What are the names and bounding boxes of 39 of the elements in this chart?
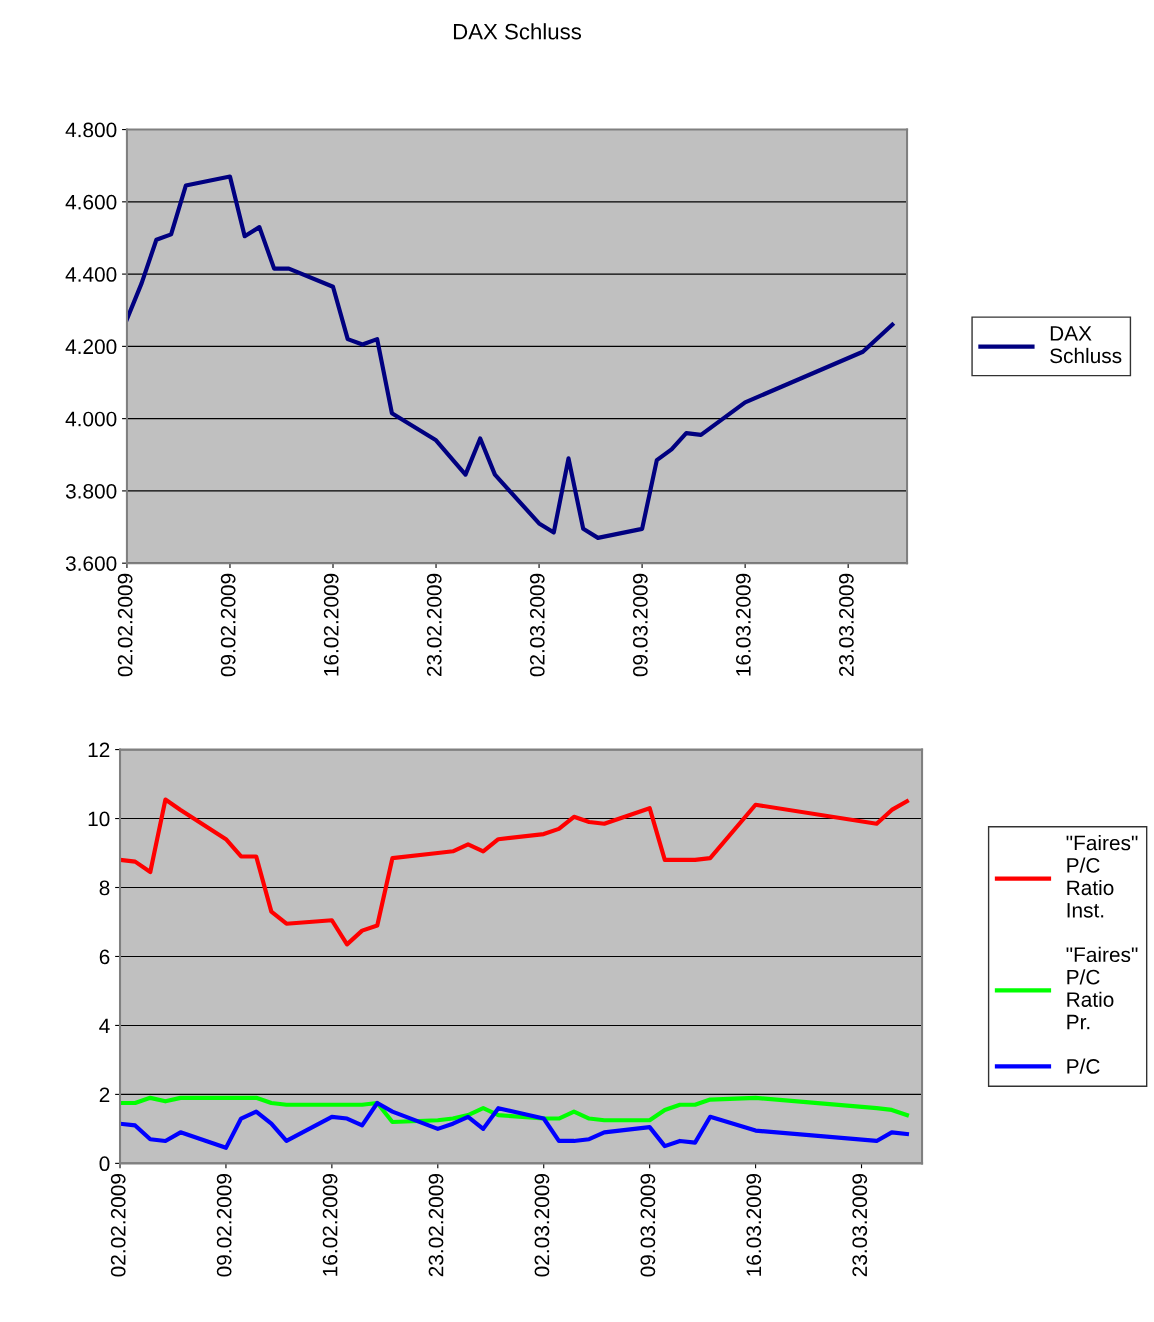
y-tick-label: 3.600: [65, 556, 117, 571]
line-series: [120, 1100, 909, 1150]
y-tick-label: 4.800: [65, 122, 117, 138]
x-tick-label: 23.03.2009: [852, 1174, 868, 1277]
x-tick-label: 16.03.2009: [735, 573, 751, 676]
legend-label: "Faires" P/C Ratio Pr.: [1066, 946, 1138, 1030]
y-tick-label: 2: [99, 1087, 110, 1102]
line-series: [120, 1095, 909, 1125]
y-tick-label: 12: [88, 742, 110, 758]
y-tick-label: 4.400: [65, 267, 117, 282]
legend-label: DAX Schluss: [1050, 326, 1122, 364]
x-tick-label: 09.02.2009: [216, 1174, 232, 1277]
y-tick-label: 10: [88, 811, 110, 827]
x-tick-label: 09.02.2009: [220, 573, 236, 677]
x-tick-label: 23.02.2009: [426, 573, 442, 677]
y-tick-label: 4.200: [65, 339, 117, 355]
x-tick-label: 02.02.2009: [117, 573, 133, 677]
y-tick-label: 4: [99, 1018, 110, 1033]
y-tick-label: 8: [99, 880, 110, 896]
y-tick-label: 4.000: [65, 411, 117, 427]
x-tick-label: 09.03.2009: [632, 573, 648, 677]
y-tick-label: 4.600: [65, 194, 117, 210]
x-tick-label: 02.03.2009: [534, 1174, 550, 1277]
x-tick-label: 23.03.2009: [839, 573, 854, 677]
y-tick-label: 6: [99, 949, 110, 965]
y-tick-label: 0: [99, 1156, 110, 1172]
line-series: [120, 797, 909, 947]
x-tick-label: 16.02.2009: [322, 1174, 338, 1276]
x-tick-label: 02.03.2009: [529, 573, 545, 677]
x-tick-label: 02.02.2009: [110, 1174, 126, 1277]
x-tick-label: 23.02.2009: [428, 1174, 444, 1277]
chart-title: DAX Schluss: [453, 23, 582, 40]
legend-label: "Faires" P/C Ratio Inst.: [1066, 835, 1138, 918]
y-tick-label: 3.800: [65, 483, 117, 499]
line-series: [126, 174, 895, 540]
x-tick-label: 16.02.2009: [323, 573, 339, 676]
x-tick-label: 09.03.2009: [640, 1174, 656, 1277]
x-tick-label: 16.03.2009: [746, 1174, 762, 1276]
legend-label: P/C: [1067, 1058, 1100, 1074]
